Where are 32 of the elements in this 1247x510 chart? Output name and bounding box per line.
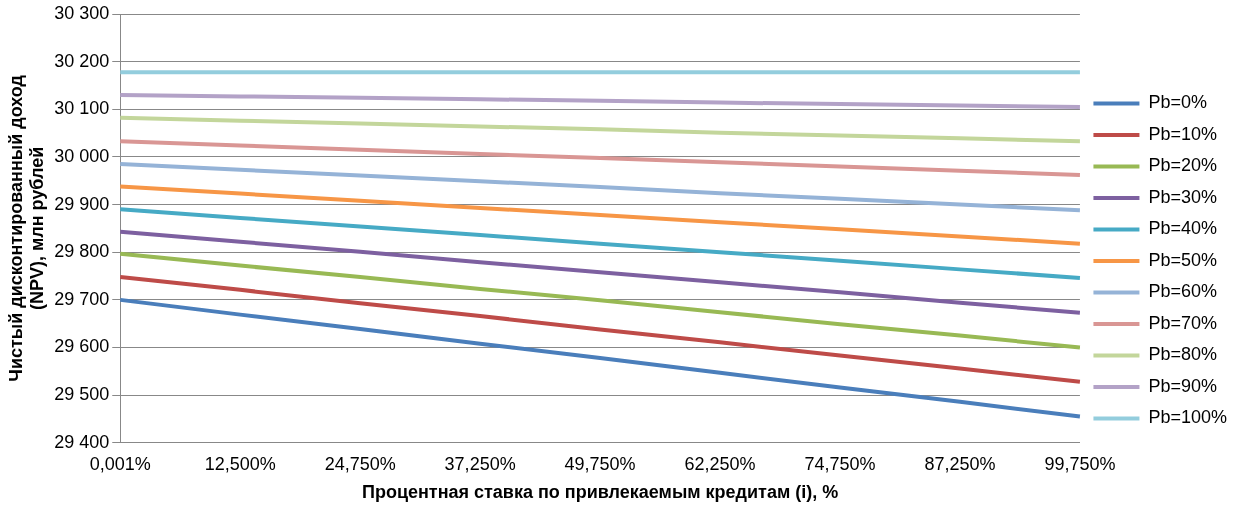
y-tick-label: 29 900	[54, 193, 110, 214]
legend-label: Pb=30%	[1148, 186, 1217, 207]
legend-label: Pb=20%	[1148, 155, 1217, 176]
x-tick-label: 0,001%	[89, 453, 151, 474]
legend-label: Pb=100%	[1148, 407, 1228, 428]
legend-label: Pb=10%	[1148, 123, 1217, 144]
x-tick-label: 87,250%	[924, 453, 996, 474]
x-tick-label: 49,750%	[564, 453, 636, 474]
x-tick-label: 74,750%	[804, 453, 876, 474]
x-tick-label: 99,750%	[1044, 453, 1116, 474]
y-tick-label: 30 200	[54, 50, 110, 71]
y-tick-label: 30 000	[54, 145, 110, 166]
legend-label: Pb=60%	[1148, 281, 1217, 302]
legend-label: Pb=0%	[1148, 92, 1207, 113]
y-tick-label: 29 700	[54, 288, 110, 309]
y-tick-label: 30 300	[54, 2, 110, 23]
x-tick-label: 12,500%	[204, 453, 276, 474]
legend-label: Pb=40%	[1148, 218, 1217, 239]
y-axis-title: Чистый дисконтированный доход (NPV), млн рублей	[5, 74, 48, 382]
y-tick-label: 29 400	[54, 431, 110, 452]
x-tick-label: 37,250%	[444, 453, 516, 474]
legend-label: Pb=90%	[1148, 375, 1217, 396]
y-tick-label: 29 500	[54, 384, 110, 405]
y-tick-label: 29 800	[54, 241, 110, 262]
y-tick-label: 30 100	[54, 98, 110, 119]
x-axis-title: Процентная ставка по привлекаемым кредитам (i), %	[361, 482, 839, 503]
legend-label: Pb=70%	[1148, 312, 1217, 333]
y-tick-label: 29 600	[54, 336, 110, 357]
x-tick-label: 24,750%	[324, 453, 396, 474]
legend-label: Pb=80%	[1148, 344, 1217, 365]
legend-label: Pb=50%	[1148, 249, 1217, 270]
x-tick-label: 62,250%	[684, 453, 756, 474]
